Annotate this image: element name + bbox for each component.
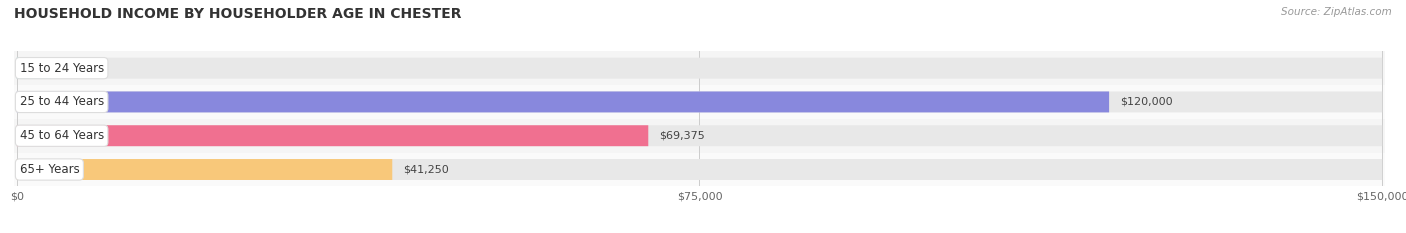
Text: 45 to 64 Years: 45 to 64 Years (20, 129, 104, 142)
Text: 15 to 24 Years: 15 to 24 Years (20, 62, 104, 75)
Bar (14, 51, 1385, 85)
FancyBboxPatch shape (17, 125, 648, 146)
FancyBboxPatch shape (17, 58, 51, 79)
FancyBboxPatch shape (17, 159, 1382, 180)
Text: $69,375: $69,375 (659, 131, 704, 141)
Text: $120,000: $120,000 (1121, 97, 1173, 107)
FancyBboxPatch shape (17, 92, 1382, 112)
FancyBboxPatch shape (17, 159, 392, 180)
Bar (14, 153, 1385, 186)
FancyBboxPatch shape (17, 125, 1382, 146)
Bar (14, 119, 1385, 153)
Bar (14, 85, 1385, 119)
Text: $0: $0 (72, 63, 86, 73)
Text: 65+ Years: 65+ Years (20, 163, 79, 176)
Text: $41,250: $41,250 (404, 164, 449, 175)
Text: Source: ZipAtlas.com: Source: ZipAtlas.com (1281, 7, 1392, 17)
FancyBboxPatch shape (17, 92, 1109, 112)
Text: 25 to 44 Years: 25 to 44 Years (20, 96, 104, 108)
FancyBboxPatch shape (17, 58, 1382, 79)
Text: HOUSEHOLD INCOME BY HOUSEHOLDER AGE IN CHESTER: HOUSEHOLD INCOME BY HOUSEHOLDER AGE IN C… (14, 7, 461, 21)
